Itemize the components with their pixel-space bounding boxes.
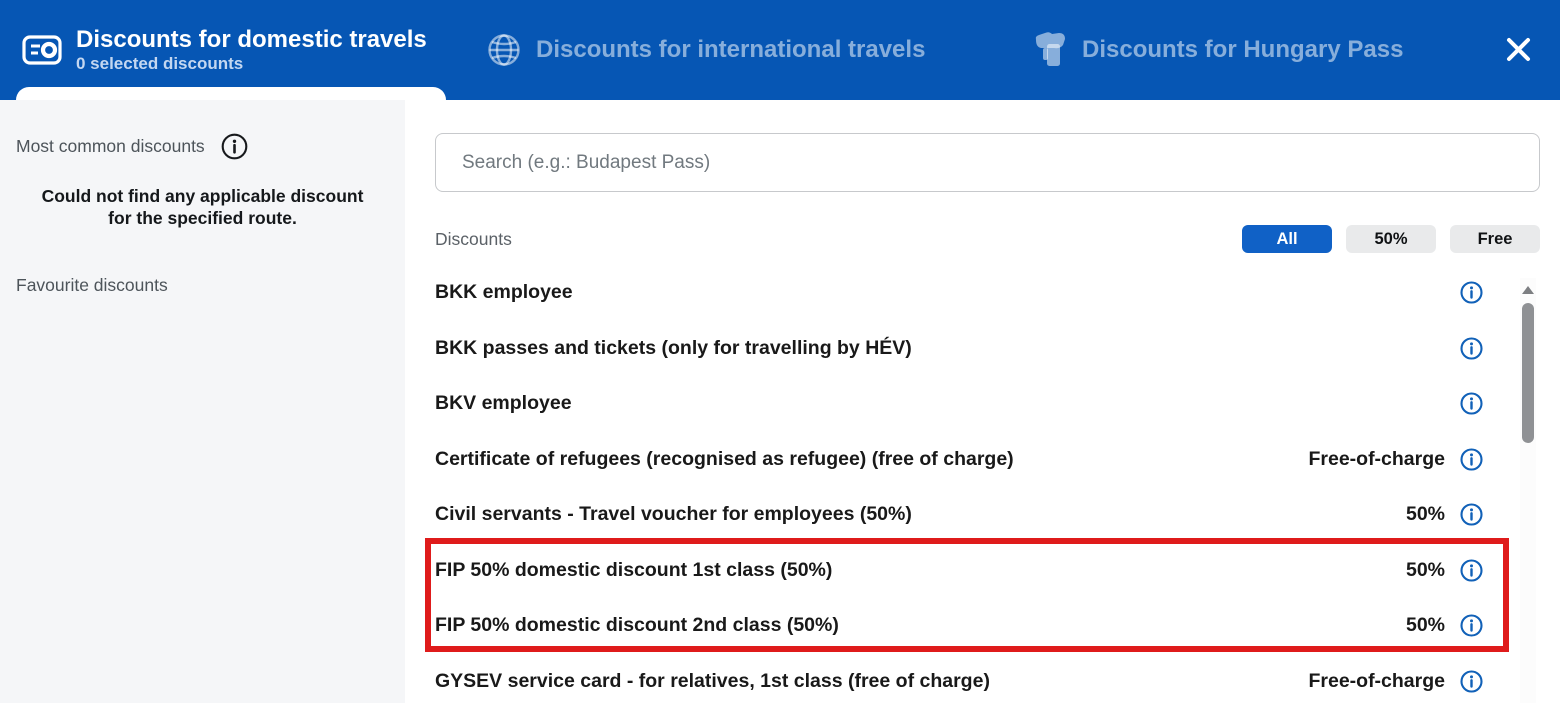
active-tab-indicator <box>16 87 446 100</box>
discount-row-value: 50% <box>1405 614 1445 637</box>
discounts-list-label: Discounts <box>435 228 512 249</box>
discount-row-value: 50% <box>1405 558 1445 581</box>
filter-50-button[interactable]: 50% <box>1346 225 1436 253</box>
discount-list-panel: Discounts All 50% Free BKK employee BKK … <box>405 100 1560 703</box>
discount-row-label: BKV employee <box>435 392 572 415</box>
most-common-discounts-label: Most common discounts <box>16 135 205 156</box>
filter-all-button[interactable]: All <box>1242 225 1332 253</box>
discount-row-label: FIP 50% domestic discount 2nd class (50%… <box>435 614 839 637</box>
search-input[interactable] <box>435 133 1540 192</box>
info-icon[interactable] <box>1460 392 1483 415</box>
scroll-up-arrow-icon[interactable] <box>1522 286 1534 294</box>
close-icon[interactable] <box>1500 31 1536 67</box>
hungary-pass-icon <box>1032 31 1068 69</box>
discount-row-value: Free-of-charge <box>1308 447 1445 470</box>
discount-row-highlighted[interactable]: FIP 50% domestic discount 2nd class (50%… <box>435 598 1483 654</box>
discount-row[interactable]: BKK employee <box>435 265 1483 321</box>
tab-domestic-title: Discounts for domestic travels <box>76 26 427 53</box>
discount-row-highlighted[interactable]: FIP 50% domestic discount 1st class (50%… <box>435 543 1483 599</box>
dialog-header: Discounts for domestic travels 0 selecte… <box>0 0 1560 100</box>
discount-row[interactable]: BKK passes and tickets (only for travell… <box>435 321 1483 377</box>
discount-card-icon <box>22 34 62 66</box>
discount-row-label: BKK employee <box>435 281 573 304</box>
scrollbar-thumb[interactable] <box>1522 303 1534 443</box>
info-icon[interactable] <box>1460 614 1483 637</box>
discount-row-label: Civil servants - Travel voucher for empl… <box>435 503 912 526</box>
discount-row[interactable]: Civil servants - Travel voucher for empl… <box>435 487 1483 543</box>
favourite-discounts-label: Favourite discounts <box>16 275 168 296</box>
discount-row-label: FIP 50% domestic discount 1st class (50%… <box>435 558 833 581</box>
info-icon[interactable] <box>1460 559 1483 582</box>
discount-row-label: Certificate of refugees (recognised as r… <box>435 447 1014 470</box>
info-icon[interactable] <box>1460 337 1483 360</box>
info-icon[interactable] <box>1460 503 1483 526</box>
discount-row-label: BKK passes and tickets (only for travell… <box>435 336 912 359</box>
no-discount-message: Could not find any applicable discount f… <box>41 186 364 229</box>
discount-rows: BKK employee BKK passes and tickets (onl… <box>435 265 1540 703</box>
tab-international-title: Discounts for international travels <box>536 36 926 64</box>
discount-row[interactable]: Certificate of refugees (recognised as r… <box>435 432 1483 488</box>
tab-domestic-subtitle: 0 selected discounts <box>76 53 244 73</box>
tab-hungary-title: Discounts for Hungary Pass <box>1082 36 1404 64</box>
discount-row[interactable]: BKV employee <box>435 376 1483 432</box>
info-icon[interactable] <box>221 133 248 160</box>
discount-row-label: GYSEV service card - for relatives, 1st … <box>435 669 990 692</box>
filter-group: All 50% Free <box>1242 225 1540 253</box>
tab-hungary-pass[interactable]: Discounts for Hungary Pass <box>1032 0 1403 100</box>
tab-domestic-discounts[interactable]: Discounts for domestic travels 0 selecte… <box>22 0 427 100</box>
info-icon[interactable] <box>1460 448 1483 471</box>
scrollbar[interactable] <box>1520 278 1536 703</box>
globe-icon <box>486 32 522 68</box>
info-icon[interactable] <box>1460 670 1483 693</box>
discount-row[interactable]: GYSEV service card - for relatives, 1st … <box>435 654 1483 703</box>
tab-international-discounts[interactable]: Discounts for international travels <box>486 0 925 100</box>
discount-row-value: 50% <box>1405 503 1445 526</box>
filter-free-button[interactable]: Free <box>1450 225 1540 253</box>
sidebar: Most common discounts Could not find any… <box>0 100 405 703</box>
discount-row-value: Free-of-charge <box>1308 669 1445 692</box>
info-icon[interactable] <box>1460 281 1483 304</box>
